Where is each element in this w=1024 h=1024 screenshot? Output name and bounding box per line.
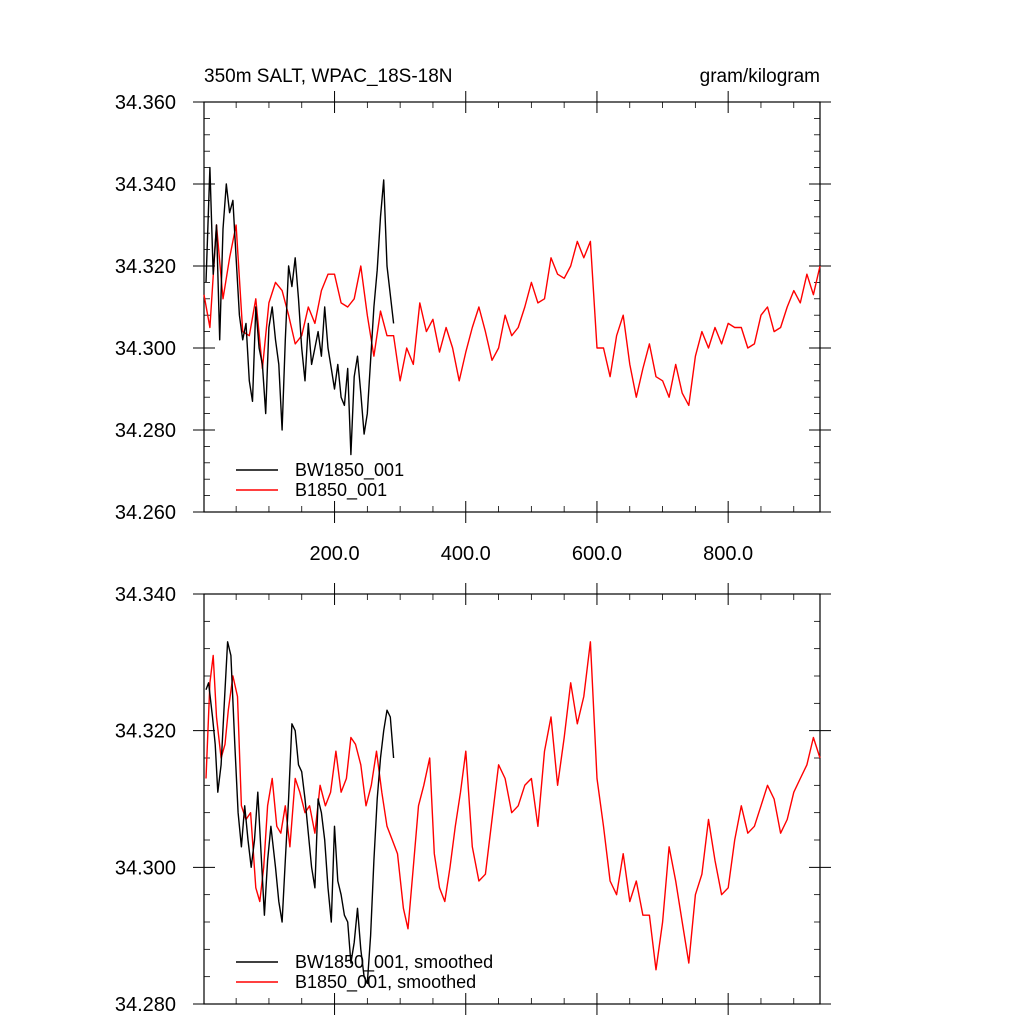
y-tick-label: 34.300 [115,857,176,879]
series-line-red [205,641,821,971]
top-panel: 34.260 34.280 34.300 34.320 34.340 34.360 200.… [115,91,831,565]
plot-frame [203,101,821,513]
top-title-left: 350m SALT, WPAC_18S-18N [204,66,453,87]
legend-label: BW1850_001 [295,460,404,481]
x-tick-label: 400.0 [441,543,491,565]
legend-label: B1850_001, smoothed [295,972,476,993]
y-tick-label: 34.340 [115,174,176,196]
y-tick-label: 34.280 [115,994,176,1016]
y-tick-label: 34.280 [115,420,176,442]
top-title-right: gram/kilogram [700,66,820,87]
y-tick-label: 34.320 [115,256,176,278]
bottom-panel: 34.280 34.300 34.320 34.340 BW1850_001, smoo… [115,583,831,1016]
y-tick-label: 34.320 [115,721,176,743]
y-tick-label: 34.340 [115,584,176,606]
series-line-black [205,166,395,456]
x-tick-label: 200.0 [310,543,360,565]
legend-label: B1850_001 [295,480,387,501]
y-tick-label: 34.300 [115,338,176,360]
y-tick-label: 34.360 [115,92,176,114]
series-line-black [205,641,395,985]
x-tick-label: 600.0 [572,543,622,565]
y-tick-label: 34.260 [115,502,176,524]
x-tick-label: 800.0 [703,543,753,565]
plot-frame [203,593,821,1005]
series-line-red [203,224,821,407]
legend-label: BW1850_001, smoothed [295,952,493,973]
